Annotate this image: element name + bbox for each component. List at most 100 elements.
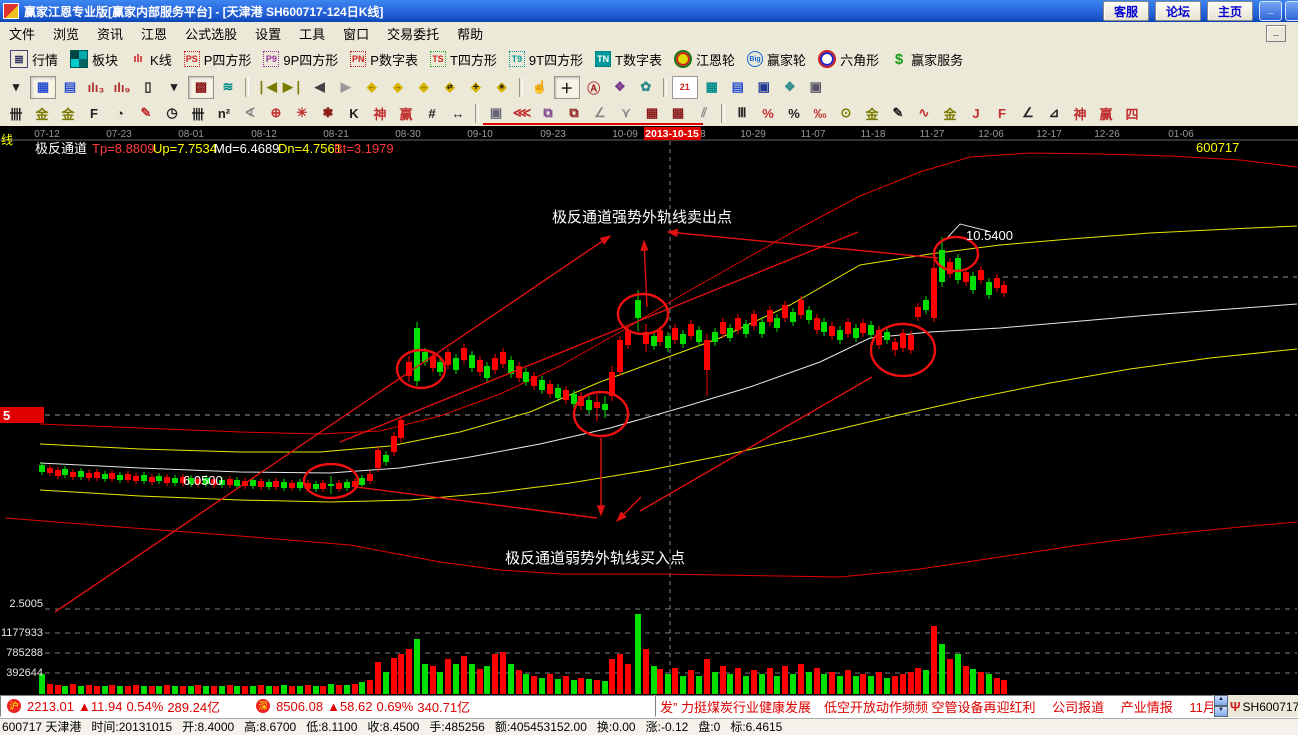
menu-item-0[interactable]: 文件	[9, 26, 36, 42]
draw-button-14[interactable]: 神	[373, 106, 387, 122]
draw-button-34[interactable]: 金	[865, 106, 879, 122]
draw-button-31[interactable]: %	[788, 105, 800, 121]
toolbar-button-9T四方形[interactable]: T9 9T四方形	[503, 47, 589, 72]
nav-button-7[interactable]: ▩	[188, 75, 214, 99]
titlebar-button-0[interactable]: 客服	[1102, 1, 1149, 21]
draw-button-15[interactable]: 赢	[399, 106, 413, 122]
toolbar-button-赢家轮[interactable]: Big 赢家轮	[741, 47, 812, 72]
toolbar-button-P数字表[interactable]: PN P数字表	[344, 47, 424, 72]
titlebar-button-2[interactable]: 主页	[1206, 1, 1253, 21]
menu-item-8[interactable]: 交易委托	[387, 26, 440, 42]
toolbar-button-T四方形[interactable]: TS T四方形	[424, 47, 503, 72]
draw-button-4[interactable]: ◔	[116, 105, 124, 121]
nav-button-18[interactable]: ◆ ✛	[470, 79, 481, 94]
draw-button-29[interactable]: Ⅲ	[737, 105, 747, 120]
toolbar-button-赢家服务[interactable]: $ 赢家服务	[885, 47, 969, 72]
menu-item-2[interactable]: 资讯	[97, 26, 124, 42]
draw-button-5[interactable]: ✎	[140, 105, 152, 120]
nav-button-1[interactable]: ▦	[30, 75, 56, 99]
draw-button-25[interactable]: ▦	[645, 105, 659, 120]
draw-button-32[interactable]: ‰	[813, 105, 827, 121]
news-ticker[interactable]: 发” 力挺煤炭行业健康发展 低空开放动作频频 空管设备再迎红利 公司报道 产业情…	[655, 695, 1214, 717]
draw-button-7[interactable]: 卌	[191, 106, 205, 122]
nav-button-22[interactable]: ＋	[553, 75, 580, 99]
menu-item-3[interactable]: 江恩	[141, 26, 168, 42]
nav-button-31[interactable]: ❖	[783, 79, 796, 94]
draw-button-24[interactable]: ⋎	[621, 105, 631, 120]
menu-item-5[interactable]: 设置	[255, 26, 282, 42]
draw-button-6[interactable]: ◷	[166, 105, 178, 120]
nav-button-12[interactable]: ◀	[314, 79, 325, 94]
toolbar-button-9P四方形[interactable]: P9 9P四方形	[257, 47, 344, 72]
draw-button-20[interactable]: ⋘	[512, 105, 532, 120]
maximize-button[interactable]	[1285, 1, 1298, 21]
nav-button-32[interactable]: ▣	[809, 79, 822, 94]
nav-button-19[interactable]: ◆ ✳	[496, 79, 507, 94]
nav-button-3[interactable]: ılı₃	[87, 79, 105, 95]
nav-button-21[interactable]: ☝	[531, 79, 548, 94]
draw-button-16[interactable]: #	[428, 105, 436, 121]
draw-button-41[interactable]: ⊿	[1048, 105, 1060, 120]
nav-button-27[interactable]: 21	[671, 75, 698, 99]
toolbar-button-六角形[interactable]: 六角形	[812, 47, 885, 72]
draw-button-38[interactable]: J	[972, 105, 980, 121]
draw-button-2[interactable]: 金	[61, 106, 75, 122]
menu-item-7[interactable]: 窗口	[343, 26, 370, 42]
menu-item-4[interactable]: 公式选股	[185, 26, 238, 42]
kline-chart-area[interactable]: 07-12 07-23 08-01 08-12 08-21 08-30 09-10 09-23…	[0, 126, 1298, 695]
titlebar-button-1[interactable]: 论坛	[1154, 1, 1201, 21]
draw-button-0[interactable]: 卌	[9, 106, 23, 122]
draw-button-42[interactable]: 神	[1073, 106, 1087, 122]
draw-button-11[interactable]: ✳	[296, 105, 308, 120]
draw-button-39[interactable]: F	[998, 105, 1006, 121]
nav-button-5[interactable]: ▯	[144, 79, 152, 94]
mdi-minimize-button[interactable]: _	[1266, 25, 1286, 42]
nav-button-4[interactable]: ılı₉	[113, 79, 131, 95]
draw-button-19[interactable]: ▣	[489, 105, 503, 120]
draw-button-43[interactable]: 赢	[1099, 106, 1113, 122]
nav-button-15[interactable]: ◆ →	[392, 79, 403, 94]
draw-button-26[interactable]: ▦	[671, 105, 685, 120]
draw-button-12[interactable]: ❃	[322, 105, 334, 120]
draw-button-17[interactable]: ↔	[451, 105, 465, 121]
nav-button-29[interactable]: ▤	[731, 79, 744, 94]
toolbar-button-K线[interactable]: ılı K线	[124, 47, 178, 72]
nav-button-11[interactable]: ▶❘	[282, 79, 304, 94]
toolbar-button-江恩轮[interactable]: 江恩轮	[668, 47, 741, 72]
draw-button-23[interactable]: ∠	[594, 105, 606, 120]
nav-button-8[interactable]: ≋	[222, 79, 234, 94]
draw-button-10[interactable]: ⊕	[270, 105, 282, 120]
nav-button-0[interactable]: ▾	[12, 79, 20, 94]
draw-button-44[interactable]: 四	[1125, 106, 1139, 122]
draw-button-27[interactable]: ⫽	[701, 105, 707, 120]
nav-button-30[interactable]: ▣	[757, 79, 770, 94]
toolbar-button-板块[interactable]: 板块	[64, 47, 124, 72]
nav-button-14[interactable]: ◆ ←	[366, 79, 377, 94]
nav-button-28[interactable]: ▦	[705, 79, 718, 94]
nav-button-6[interactable]: ▾	[170, 79, 178, 94]
nav-button-10[interactable]: ❘◀	[256, 79, 277, 94]
draw-button-22[interactable]: ⧉	[569, 105, 579, 120]
news-spinner[interactable]: ▲ ▼	[1214, 695, 1228, 717]
nav-button-23[interactable]: Ⓐ	[587, 80, 601, 96]
nav-button-13[interactable]: ▶	[340, 79, 351, 94]
draw-button-35[interactable]: ✎	[892, 105, 904, 120]
nav-button-25[interactable]: ✿	[640, 79, 652, 94]
draw-button-1[interactable]: 金	[35, 106, 49, 122]
menu-item-9[interactable]: 帮助	[457, 26, 484, 42]
menu-item-6[interactable]: 工具	[299, 26, 326, 42]
draw-button-40[interactable]: ∠	[1022, 105, 1034, 120]
draw-button-37[interactable]: 金	[943, 106, 957, 122]
draw-button-13[interactable]: K	[349, 105, 359, 121]
menu-item-1[interactable]: 浏览	[53, 26, 80, 42]
draw-button-33[interactable]: ⊙	[840, 105, 852, 120]
draw-button-9[interactable]: ∢	[244, 105, 256, 120]
nav-button-24[interactable]: ❖	[613, 79, 626, 94]
toolbar-button-P四方形[interactable]: PS P四方形	[178, 47, 258, 72]
toolbar-button-T数字表[interactable]: TN T数字表	[589, 47, 668, 72]
draw-button-36[interactable]: ∿	[918, 105, 930, 120]
toolbar-button-行情[interactable]: 行情	[4, 47, 64, 72]
draw-button-3[interactable]: F	[90, 105, 98, 121]
draw-button-8[interactable]: n²	[217, 105, 231, 121]
nav-button-17[interactable]: ◆ ⇄	[444, 79, 455, 94]
